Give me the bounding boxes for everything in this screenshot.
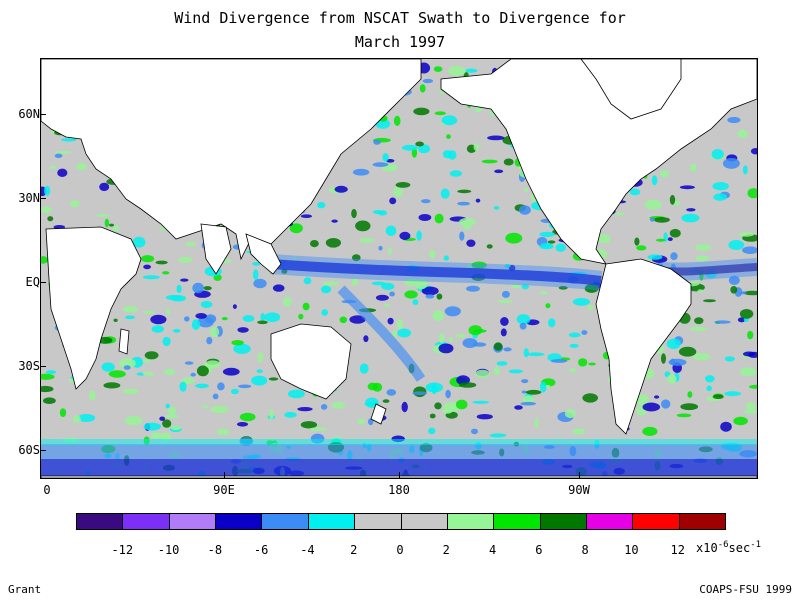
colorbar-label: -8 xyxy=(207,543,223,557)
colorbar-swatch xyxy=(679,514,726,529)
colorbar-units: x10-6sec-1 xyxy=(696,540,761,555)
africa xyxy=(45,226,142,390)
colorbar-label: 12 xyxy=(670,543,685,557)
eurasia-west xyxy=(41,59,422,261)
lat-tick xyxy=(40,450,46,451)
continents xyxy=(41,59,757,478)
colorbar-swatch xyxy=(355,514,402,529)
lat-tick xyxy=(40,282,46,283)
colorbar-swatch xyxy=(401,514,448,529)
colorbar-swatch xyxy=(169,514,217,529)
lon-label-0: 0 xyxy=(43,483,51,497)
southern-ocean-band xyxy=(41,439,757,478)
credit-author: Grant xyxy=(8,583,42,596)
units-mid: sec xyxy=(728,541,751,555)
credit-organization: COAPS-FSU 1999 xyxy=(699,583,792,596)
southeast-asia xyxy=(245,233,282,275)
lat-tick xyxy=(40,114,46,115)
lon-label-90w: 90W xyxy=(568,483,590,497)
colorbar-label: 6 xyxy=(535,543,543,557)
india xyxy=(200,223,232,275)
colorbar-swatch xyxy=(77,514,124,529)
colorbar-label: -6 xyxy=(253,543,269,557)
map-panel xyxy=(40,58,758,479)
colorbar xyxy=(76,513,726,530)
south-america xyxy=(595,258,692,435)
units-prefix: x10 xyxy=(696,541,718,555)
lat-tick xyxy=(40,198,46,199)
colorbar-label: 2 xyxy=(350,543,358,557)
australia xyxy=(270,323,352,400)
colorbar-swatch xyxy=(540,514,587,529)
lat-label-60s: 60S xyxy=(18,443,40,457)
colorbar-label: 8 xyxy=(581,543,589,557)
colorbar-swatch xyxy=(494,514,541,529)
lat-label-30n: 30N xyxy=(18,191,40,205)
colorbar-label: -4 xyxy=(300,543,315,557)
colorbar-swatch xyxy=(447,514,495,529)
lat-tick xyxy=(40,366,46,367)
colorbar-label: 2 xyxy=(442,543,450,557)
colorbar-swatch xyxy=(586,514,634,529)
lon-tick xyxy=(399,472,400,478)
lon-tick xyxy=(224,472,225,478)
colorbar-label: 4 xyxy=(488,543,497,557)
chart-title-line1: Wind Divergence from NSCAT Swath to Dive… xyxy=(174,9,626,27)
lat-label-60n: 60N xyxy=(18,107,40,121)
colorbar-swatch xyxy=(262,514,309,529)
chart-title-line2: March 1997 xyxy=(354,33,446,51)
lon-label-90e: 90E xyxy=(213,483,235,497)
colorbar-label: -12 xyxy=(111,543,134,557)
units-exponent-2: -1 xyxy=(750,540,762,550)
colorbar-swatch xyxy=(633,514,680,529)
colorbar-swatch xyxy=(216,514,263,529)
lat-label-eq: EQ xyxy=(25,275,40,289)
lon-tick xyxy=(579,472,580,478)
divergence-map xyxy=(41,59,757,478)
itcz-band xyxy=(270,254,757,382)
colorbar-swatch xyxy=(308,514,356,529)
lat-label-30s: 30S xyxy=(18,359,40,373)
madagascar xyxy=(118,328,130,355)
colorbar-swatch xyxy=(123,514,170,529)
units-exponent-1: -6 xyxy=(717,540,729,550)
lon-label-180: 180 xyxy=(388,483,410,497)
colorbar-label: -10 xyxy=(157,543,180,557)
greenland xyxy=(580,59,682,120)
colorbar-label: 0 xyxy=(396,543,404,557)
colorbar-label: 10 xyxy=(624,543,639,557)
new-zealand xyxy=(370,403,387,425)
